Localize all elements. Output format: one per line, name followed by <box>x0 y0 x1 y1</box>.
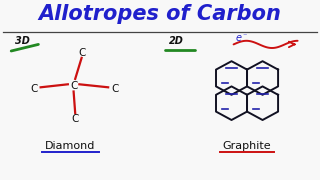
Text: C: C <box>70 80 77 91</box>
Text: 2D: 2D <box>169 36 183 46</box>
Text: 3D: 3D <box>15 36 30 46</box>
Text: Diamond: Diamond <box>45 141 96 151</box>
Text: ⁻: ⁻ <box>243 31 247 40</box>
Text: C: C <box>78 48 85 57</box>
Text: Allotropes of Carbon: Allotropes of Carbon <box>39 3 281 24</box>
Text: C: C <box>71 114 79 123</box>
Text: Graphite: Graphite <box>223 141 271 151</box>
Text: e: e <box>235 33 241 43</box>
Text: C: C <box>111 84 119 93</box>
Text: C: C <box>30 84 37 93</box>
